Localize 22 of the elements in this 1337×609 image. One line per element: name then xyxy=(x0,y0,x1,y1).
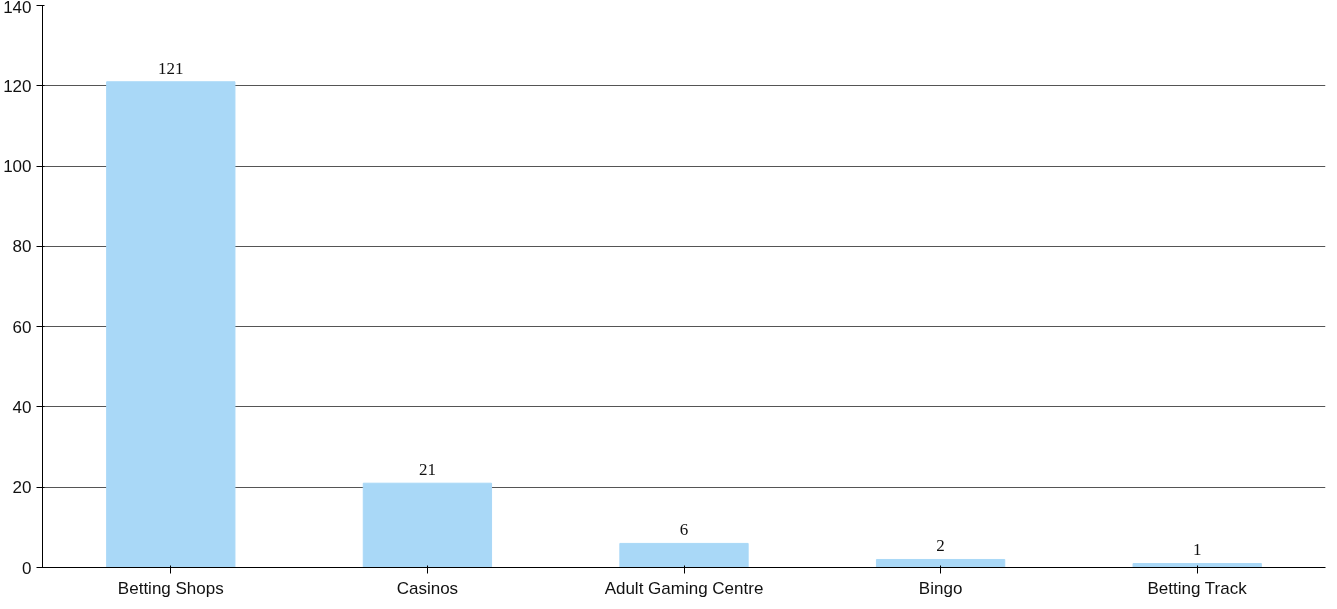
bar xyxy=(362,482,493,568)
y-tick-label: 0 xyxy=(22,558,32,578)
y-tick-label: 140 xyxy=(3,0,32,17)
bar xyxy=(875,558,1006,568)
bar xyxy=(106,81,236,568)
x-tick-label: Adult Gaming Centre xyxy=(604,578,764,598)
y-tick-label: 100 xyxy=(3,157,32,177)
y-tick-label: 40 xyxy=(12,397,32,417)
x-tick-label: Bingo xyxy=(918,578,963,598)
y-tick-label: 80 xyxy=(12,237,32,257)
x-tick-label: Betting Shops xyxy=(117,578,224,598)
x-tick-label: Betting Track xyxy=(1147,578,1248,598)
x-tick-label: Casinos xyxy=(396,578,459,598)
data-label: 21 xyxy=(418,460,436,480)
data-label: 121 xyxy=(158,58,184,78)
data-label: 2 xyxy=(936,536,945,556)
data-label: 1 xyxy=(1192,540,1202,560)
y-tick-label: 60 xyxy=(12,317,32,337)
y-tick-label: 20 xyxy=(12,478,32,498)
bar xyxy=(619,542,749,568)
y-tick-label: 120 xyxy=(3,76,32,96)
data-label: 6 xyxy=(679,520,689,540)
